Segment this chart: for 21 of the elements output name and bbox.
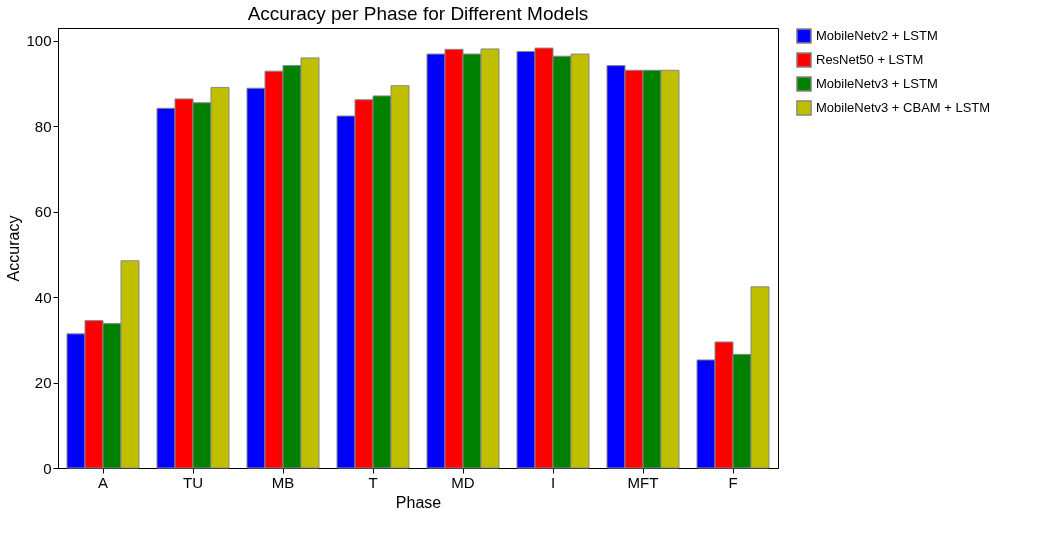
x-tick-label: TU <box>183 473 203 491</box>
legend-label: MobileNetv3 + CBAM + LSTM <box>816 100 991 115</box>
x-axis-title: Phase <box>395 493 442 511</box>
x-tick-label: T <box>368 473 378 491</box>
y-tick-label: 80 <box>34 117 52 135</box>
legend-label: MobileNetv2 + LSTM <box>816 28 938 43</box>
x-tick-label: I <box>550 473 556 491</box>
chart-title: Accuracy per Phase for Different Models <box>247 3 589 24</box>
y-tick-label: 100 <box>26 32 52 50</box>
x-tick-label: MD <box>451 473 475 491</box>
y-tick-label: 0 <box>43 459 52 477</box>
x-tick-label: MB <box>271 473 295 491</box>
legend-label: MobileNetv3 + LSTM <box>816 76 938 91</box>
x-tick-label: A <box>97 473 109 491</box>
y-axis-title: Accuracy <box>5 215 23 282</box>
y-tick-label: 20 <box>34 374 52 392</box>
legend-label: ResNet50 + LSTM <box>816 52 924 67</box>
x-tick-label: F <box>728 473 738 491</box>
x-tick-label: MFT <box>627 473 659 491</box>
y-tick-label: 60 <box>34 203 52 221</box>
y-tick-label: 40 <box>34 288 52 306</box>
